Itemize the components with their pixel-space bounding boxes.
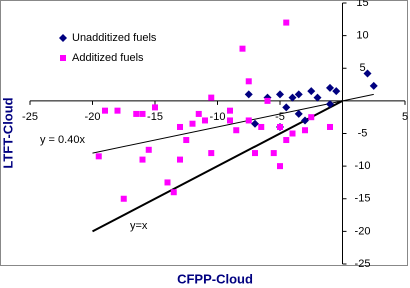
point (332, 87, 341, 96)
point (277, 163, 283, 170)
point (195, 110, 202, 117)
point (145, 146, 152, 153)
point (276, 90, 284, 99)
y-tick-label: -15 (355, 193, 371, 205)
point (152, 104, 158, 111)
point (270, 150, 277, 157)
y-tick-label: -10 (355, 160, 371, 172)
point (170, 189, 177, 196)
y-tick-label: 15 (356, 0, 368, 9)
point (301, 116, 309, 125)
x-tick-label: 5 (402, 111, 408, 123)
point (164, 179, 171, 186)
point (227, 107, 233, 114)
point (289, 130, 296, 137)
y-tick-label: 10 (356, 30, 368, 42)
plot-frame (0, 0, 408, 266)
legend-marker (59, 34, 67, 42)
point (294, 90, 303, 99)
point (327, 123, 333, 130)
point (189, 120, 196, 127)
point (208, 150, 215, 157)
point (363, 69, 372, 78)
point (283, 19, 290, 26)
point (102, 107, 108, 114)
x-tick-label: -15 (147, 111, 163, 123)
point (252, 150, 258, 157)
point (208, 94, 215, 101)
point (227, 117, 233, 124)
point (326, 83, 334, 92)
legend-label: Unadditized fuels (72, 32, 157, 44)
point (277, 123, 283, 130)
x-tick-label: -25 (22, 111, 38, 123)
point (120, 195, 127, 202)
point (283, 137, 290, 144)
point (177, 156, 183, 163)
point (114, 107, 121, 114)
point (313, 93, 322, 102)
point (244, 90, 253, 99)
point (95, 153, 102, 160)
point (177, 123, 183, 130)
y-axis-title: LTFT-Cloud (0, 97, 15, 168)
point (233, 127, 240, 134)
y-tick-label: 5 (359, 62, 365, 74)
trendline (92, 99, 343, 233)
point (245, 117, 252, 124)
point (258, 123, 265, 130)
legend-label: Additized fuels (72, 52, 144, 64)
point (308, 114, 315, 121)
point (202, 117, 208, 124)
point (133, 110, 140, 117)
y-tick-label: -20 (355, 225, 371, 237)
x-tick-label: -5 (275, 111, 285, 123)
point (294, 109, 303, 118)
y-tick-label: -25 (355, 258, 371, 270)
point (245, 78, 252, 85)
x-axis-title: CFPP-Cloud (177, 271, 253, 286)
trendline-label: y=x (130, 220, 148, 232)
point (264, 97, 271, 104)
point (282, 103, 291, 112)
point (139, 156, 146, 163)
x-tick-label: -10 (210, 111, 226, 123)
x-tick-label: -20 (85, 111, 101, 123)
point (302, 127, 308, 134)
point (369, 81, 378, 90)
legend-marker (60, 55, 66, 61)
point (183, 137, 190, 144)
point (139, 110, 146, 117)
y-tick-label: -5 (358, 127, 368, 139)
legend-box (50, 27, 178, 69)
point (288, 93, 297, 102)
point (239, 45, 246, 52)
trendline-label: y = 0.40x (40, 134, 85, 146)
point (326, 100, 334, 109)
point (307, 87, 316, 96)
point (251, 119, 259, 128)
